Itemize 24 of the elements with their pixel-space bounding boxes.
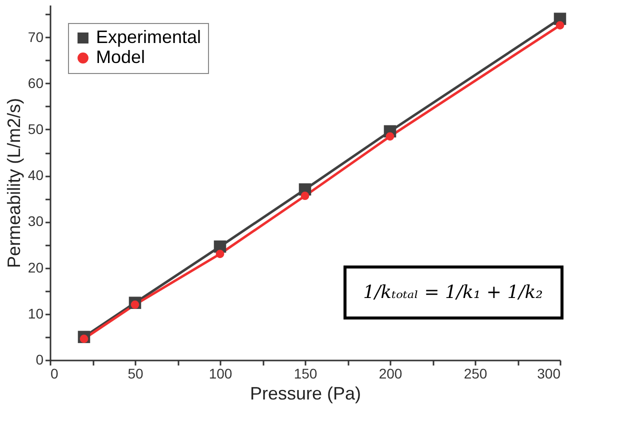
y-axis-title: Permeability (L/m2/s): [4, 98, 24, 268]
x-tick-label: 100: [208, 366, 232, 382]
x-axis-title: Pressure (Pa): [250, 384, 362, 404]
y-tick-label: 40: [28, 167, 44, 184]
legend-label: Experimental: [96, 27, 202, 47]
point: [216, 250, 224, 258]
x-tick-label: 200: [378, 366, 402, 382]
annotation: 1/kₜₒₜₐₗ = 1/k₁ + 1/k₂: [363, 282, 543, 303]
x-tick-label: 50: [128, 366, 144, 382]
y-tick-label: 10: [28, 305, 44, 322]
y-tick-label: 0: [36, 352, 44, 368]
y-tick-label: 70: [28, 28, 44, 45]
y-tick-label: 60: [28, 74, 44, 91]
legend-label: Model: [96, 47, 146, 67]
x-tick-label: 250: [464, 366, 488, 382]
y-tick-label: 30: [28, 213, 44, 230]
y-tick-label: 20: [28, 259, 44, 276]
point: [300, 192, 310, 200]
x-tick-label: 300: [537, 366, 561, 382]
y-tick-label: 50: [28, 120, 44, 137]
x-tick-label: 150: [294, 366, 318, 382]
point: [556, 21, 564, 30]
x-tick-label: 0: [50, 366, 58, 382]
point: [386, 132, 394, 141]
